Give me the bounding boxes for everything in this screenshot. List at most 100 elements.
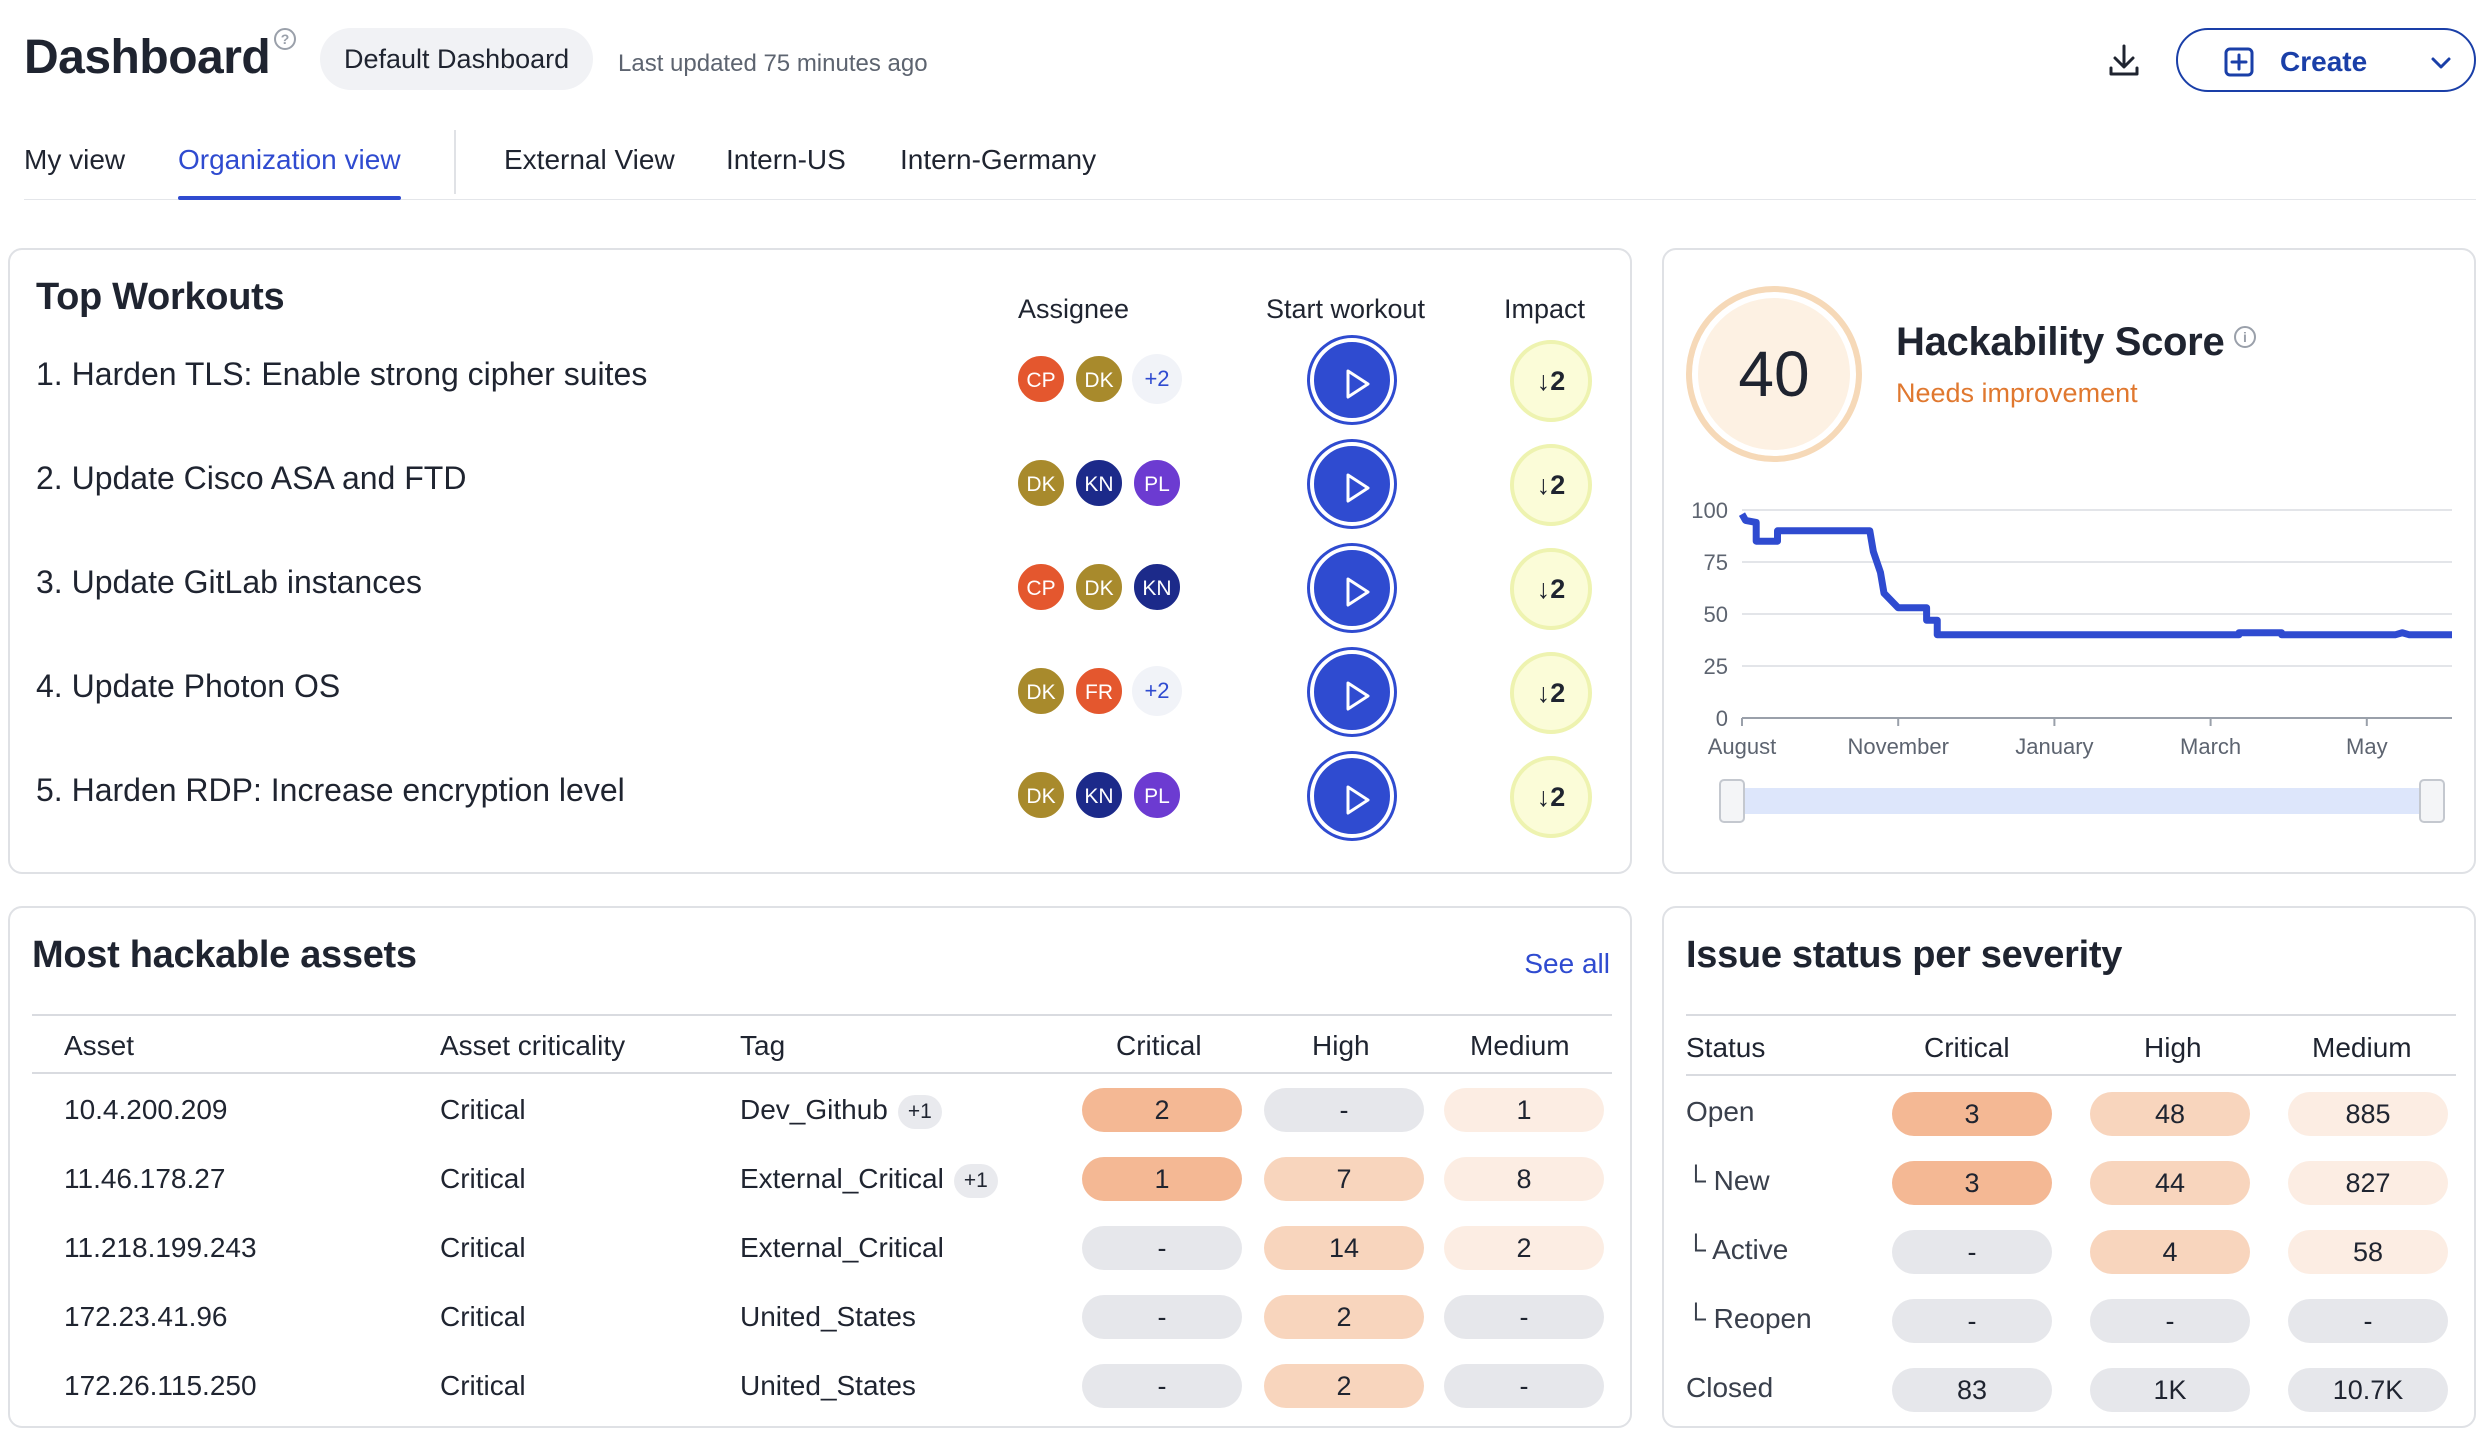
avatar[interactable]: DK [1074, 354, 1124, 404]
avatar[interactable]: KN [1074, 770, 1124, 820]
col-high[interactable]: High [2144, 1032, 2202, 1063]
high-count-pill[interactable]: 14 [1264, 1226, 1424, 1270]
high-issue-pill[interactable]: 4 [2090, 1230, 2250, 1274]
high-count-pill[interactable]: 2 [1264, 1295, 1424, 1339]
high-count-pill[interactable]: 2 [1264, 1364, 1424, 1408]
start-workout-button[interactable] [1310, 546, 1394, 630]
avatar[interactable]: DK [1016, 666, 1066, 716]
help-icon[interactable]: ? [274, 28, 296, 50]
col-medium[interactable]: Medium [1470, 1030, 1570, 1061]
chevron-down-icon [2431, 57, 2451, 69]
high-issue-pill[interactable]: 48 [2090, 1092, 2250, 1136]
high-issue-pill[interactable]: 44 [2090, 1161, 2250, 1205]
start-workout-button[interactable] [1310, 650, 1394, 734]
hackability-card: 40 Hackability Score i Needs improvement… [1662, 248, 2476, 874]
medium-issue-pill[interactable]: - [2288, 1299, 2448, 1343]
medium-issue-pill[interactable]: 827 [2288, 1161, 2448, 1205]
avatar[interactable]: KN [1132, 562, 1182, 612]
workout-row[interactable]: 1. Harden TLS: Enable strong cipher suit… [10, 338, 1630, 438]
help-icon[interactable]: i [2234, 326, 2256, 348]
medium-count-pill[interactable]: - [1444, 1364, 1604, 1408]
workout-label[interactable]: 2. Update Cisco ASA and FTD [36, 460, 467, 496]
workout-row[interactable]: 3. Update GitLab instances CP DK KN ↓2 [10, 546, 1630, 646]
hackability-status: Needs improvement [1896, 378, 2138, 408]
hackability-line-chart[interactable]: 100 75 50 25 0 August November January March May [1664, 490, 2474, 870]
download-icon[interactable] [2102, 38, 2146, 82]
asset-tag: External_Critical [740, 1232, 944, 1264]
asset-name[interactable]: 11.46.178.27 [64, 1163, 226, 1194]
workout-row[interactable]: 5. Harden RDP: Increase encryption level… [10, 754, 1630, 854]
medium-count-pill[interactable]: 1 [1444, 1088, 1604, 1132]
asset-criticality: Critical [440, 1301, 526, 1332]
avatar[interactable]: DK [1074, 562, 1124, 612]
avatar[interactable]: KN [1074, 458, 1124, 508]
avatar[interactable]: DK [1016, 458, 1066, 508]
workout-row[interactable]: 4. Update Photon OS DK FR +2 ↓2 [10, 650, 1630, 750]
critical-count-pill[interactable]: - [1082, 1226, 1242, 1270]
medium-issue-pill[interactable]: 885 [2288, 1092, 2448, 1136]
avatar[interactable]: FR [1074, 666, 1124, 716]
create-button[interactable]: Create [2176, 28, 2476, 92]
col-status[interactable]: Status [1686, 1032, 1766, 1063]
critical-count-pill[interactable]: - [1082, 1364, 1242, 1408]
critical-count-pill[interactable]: 2 [1082, 1088, 1242, 1132]
see-all-link[interactable]: See all [1524, 948, 1610, 979]
col-critical[interactable]: Critical [1924, 1032, 2010, 1063]
critical-count-pill[interactable]: 1 [1082, 1157, 1242, 1201]
col-asset-criticality[interactable]: Asset criticality [440, 1030, 626, 1061]
high-issue-pill[interactable]: - [2090, 1299, 2250, 1343]
medium-issue-pill[interactable]: 10.7K [2288, 1368, 2448, 1412]
x-tick-label: November [1847, 734, 1948, 759]
col-high[interactable]: High [1312, 1030, 1370, 1061]
workout-row[interactable]: 2. Update Cisco ASA and FTD DK KN PL ↓2 [10, 442, 1630, 542]
more-assignees-badge[interactable]: +2 [1132, 354, 1182, 404]
start-workout-button[interactable] [1310, 442, 1394, 526]
critical-count-pill[interactable]: - [1082, 1295, 1242, 1339]
start-workout-button[interactable] [1310, 338, 1394, 422]
high-count-pill[interactable]: 7 [1264, 1157, 1424, 1201]
page-header: Dashboard ? Default Dashboard Last updat… [24, 20, 2476, 100]
start-workout-button[interactable] [1310, 754, 1394, 838]
tab-organization-view[interactable]: Organization view [178, 144, 401, 200]
col-asset[interactable]: Asset [64, 1030, 135, 1061]
critical-issue-pill[interactable]: - [1892, 1299, 2052, 1343]
asset-name[interactable]: 172.26.115.250 [64, 1370, 257, 1401]
more-assignees-badge[interactable]: +2 [1132, 666, 1182, 716]
asset-name[interactable]: 11.218.199.243 [64, 1232, 257, 1263]
arrow-down-icon: ↓ [1536, 782, 1551, 812]
tag-more-badge[interactable]: +1 [953, 1163, 998, 1198]
high-count-pill[interactable]: - [1264, 1088, 1424, 1132]
avatar[interactable]: DK [1016, 770, 1066, 820]
dashboard-selector[interactable]: Default Dashboard [320, 28, 594, 90]
tab-intern-us[interactable]: Intern-US [726, 144, 846, 175]
critical-issue-pill[interactable]: 3 [1892, 1161, 2052, 1205]
avatar[interactable]: PL [1132, 458, 1182, 508]
workout-label[interactable]: 3. Update GitLab instances [36, 564, 423, 600]
hackable-assets-card: Most hackable assets See all Asset Asset… [8, 906, 1632, 1428]
medium-count-pill[interactable]: 8 [1444, 1157, 1604, 1201]
impact-value: 2 [1550, 574, 1566, 604]
asset-name[interactable]: 10.4.200.209 [64, 1094, 228, 1125]
workout-label[interactable]: 4. Update Photon OS [36, 668, 341, 704]
workout-label[interactable]: 1. Harden TLS: Enable strong cipher suit… [36, 356, 648, 392]
tab-intern-germany[interactable]: Intern-Germany [900, 144, 1097, 175]
workout-label[interactable]: 5. Harden RDP: Increase encryption level [36, 772, 625, 808]
col-medium[interactable]: Medium [2312, 1032, 2412, 1063]
critical-issue-pill[interactable]: 83 [1892, 1368, 2052, 1412]
col-tag[interactable]: Tag [740, 1030, 786, 1061]
avatar[interactable]: CP [1016, 562, 1066, 612]
tag-more-badge[interactable]: +1 [897, 1094, 942, 1129]
critical-issue-pill[interactable]: 3 [1892, 1092, 2052, 1136]
high-issue-pill[interactable]: 1K [2090, 1368, 2250, 1412]
medium-count-pill[interactable]: 2 [1444, 1226, 1604, 1270]
critical-issue-pill[interactable]: - [1892, 1230, 2052, 1274]
col-critical[interactable]: Critical [1116, 1030, 1202, 1061]
tab-external-view[interactable]: External View [504, 144, 675, 175]
impact-value: 2 [1550, 470, 1566, 500]
tab-my-view[interactable]: My view [24, 144, 126, 175]
medium-issue-pill[interactable]: 58 [2288, 1230, 2448, 1274]
asset-name[interactable]: 172.23.41.96 [64, 1301, 228, 1332]
medium-count-pill[interactable]: - [1444, 1295, 1604, 1339]
avatar[interactable]: CP [1016, 354, 1066, 404]
avatar[interactable]: PL [1132, 770, 1182, 820]
